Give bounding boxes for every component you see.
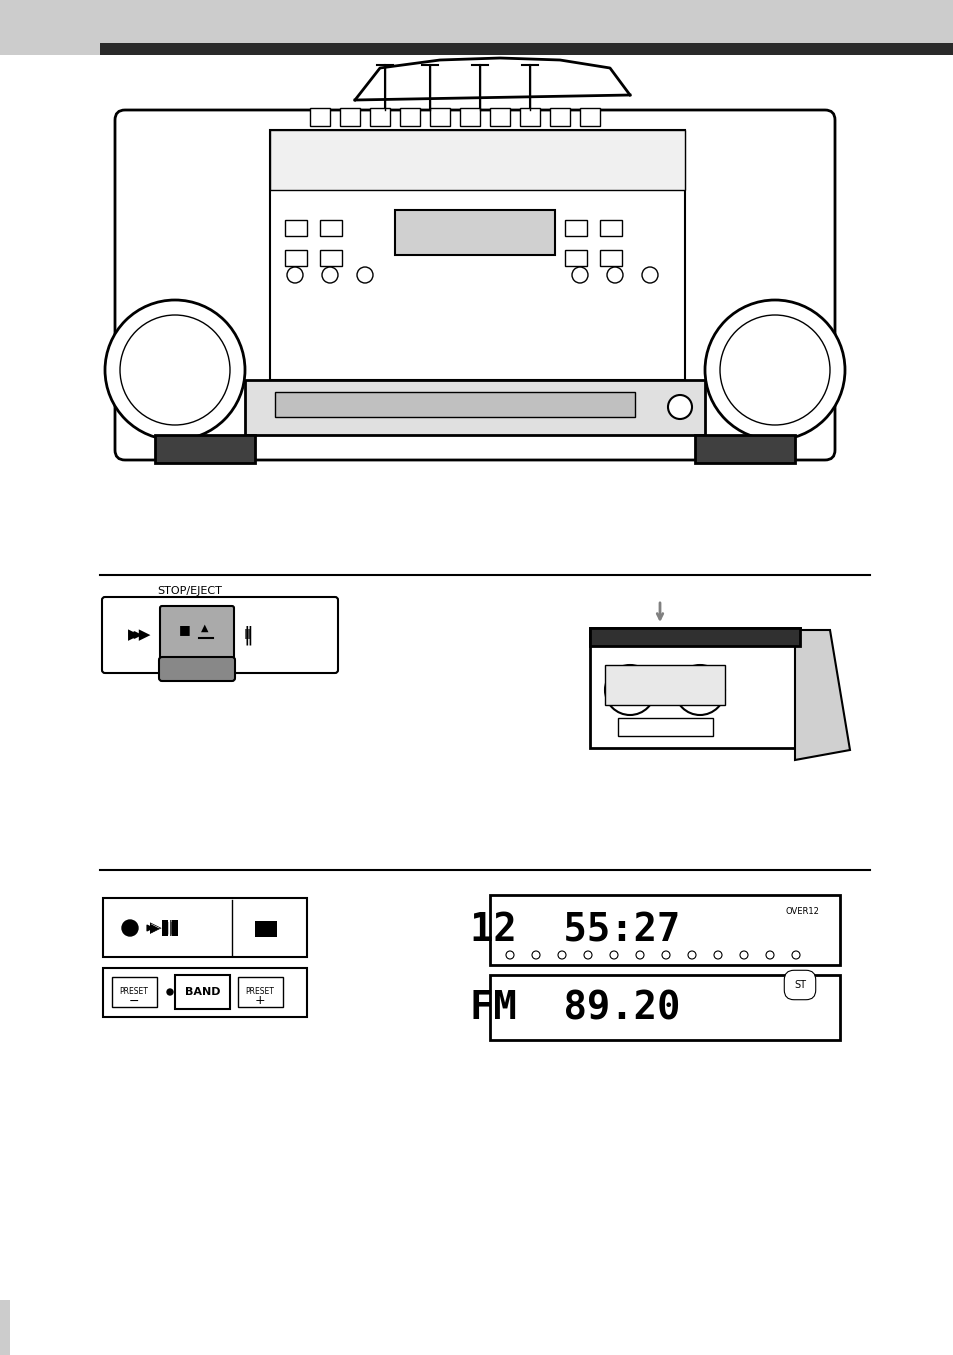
Bar (430, 108, 450, 126)
Text: OVER12: OVER12 (784, 908, 818, 916)
Bar (285, 251, 307, 266)
Circle shape (120, 314, 230, 425)
Circle shape (675, 665, 724, 715)
Bar (459, 108, 479, 126)
Bar (339, 108, 359, 126)
Circle shape (765, 951, 773, 959)
Circle shape (713, 951, 721, 959)
Text: −: − (129, 995, 139, 1008)
Circle shape (609, 951, 618, 959)
Circle shape (687, 951, 696, 959)
Text: ■: ■ (179, 623, 191, 637)
Bar (254, 921, 276, 938)
Bar (519, 108, 539, 126)
Circle shape (687, 678, 711, 702)
Bar (579, 108, 599, 126)
Bar (310, 108, 330, 126)
Bar (162, 920, 168, 936)
Circle shape (740, 951, 747, 959)
Bar (285, 220, 307, 236)
Circle shape (606, 267, 622, 283)
Bar (599, 220, 621, 236)
Bar (100, 43, 953, 56)
Bar (599, 251, 621, 266)
Bar (319, 220, 341, 236)
Circle shape (641, 267, 658, 283)
Text: ▲: ▲ (201, 623, 209, 633)
FancyBboxPatch shape (103, 967, 307, 1018)
Bar (370, 108, 390, 126)
Circle shape (704, 299, 844, 440)
Circle shape (618, 678, 641, 702)
Circle shape (122, 920, 138, 936)
Bar (0, 1299, 10, 1355)
Circle shape (167, 989, 172, 995)
Bar (237, 977, 283, 1007)
Bar (564, 220, 586, 236)
Circle shape (572, 267, 587, 283)
Circle shape (583, 951, 592, 959)
Bar (395, 210, 555, 255)
Bar (589, 627, 800, 748)
Bar (589, 627, 800, 646)
Bar (319, 251, 341, 266)
Text: PRESET: PRESET (119, 988, 149, 996)
Circle shape (505, 951, 514, 959)
Bar (245, 379, 704, 435)
Text: ‖: ‖ (243, 625, 253, 645)
Bar (399, 108, 419, 126)
Circle shape (532, 951, 539, 959)
Bar (172, 920, 178, 936)
Bar (604, 665, 724, 705)
Bar (174, 976, 230, 1009)
Bar (695, 435, 794, 463)
Circle shape (636, 951, 643, 959)
Text: II: II (244, 627, 252, 642)
Bar (154, 435, 254, 463)
Bar (618, 718, 712, 736)
Bar (550, 108, 569, 126)
Bar (0, 0, 953, 56)
Circle shape (661, 951, 669, 959)
Bar (490, 108, 510, 126)
Circle shape (604, 665, 655, 715)
Bar (490, 896, 840, 965)
Bar (270, 130, 684, 379)
FancyBboxPatch shape (159, 657, 234, 682)
Circle shape (720, 314, 829, 425)
Circle shape (667, 396, 691, 419)
Text: STOP/EJECT: STOP/EJECT (157, 585, 222, 596)
Text: ▷‖‖: ▷‖‖ (150, 920, 176, 936)
Circle shape (105, 299, 245, 440)
Text: BAND: BAND (185, 986, 220, 997)
Bar (274, 392, 635, 417)
Text: PRESET: PRESET (245, 988, 274, 996)
Circle shape (356, 267, 373, 283)
Text: ST: ST (793, 980, 805, 991)
Bar (270, 130, 684, 190)
Text: +: + (254, 995, 265, 1008)
FancyBboxPatch shape (115, 110, 834, 459)
Circle shape (791, 951, 800, 959)
Bar (564, 251, 586, 266)
Circle shape (322, 267, 337, 283)
Text: ▶ ‖‖: ▶ ‖‖ (150, 921, 176, 935)
FancyBboxPatch shape (160, 606, 233, 667)
Text: ▶▶: ▶▶ (128, 627, 152, 642)
Circle shape (287, 267, 303, 283)
Text: 12  55:27: 12 55:27 (469, 911, 679, 948)
Polygon shape (794, 630, 849, 760)
FancyBboxPatch shape (103, 898, 307, 957)
FancyBboxPatch shape (102, 598, 337, 673)
Text: FM  89.20: FM 89.20 (469, 989, 679, 1027)
Bar (490, 976, 840, 1041)
Bar (112, 977, 157, 1007)
Circle shape (558, 951, 565, 959)
